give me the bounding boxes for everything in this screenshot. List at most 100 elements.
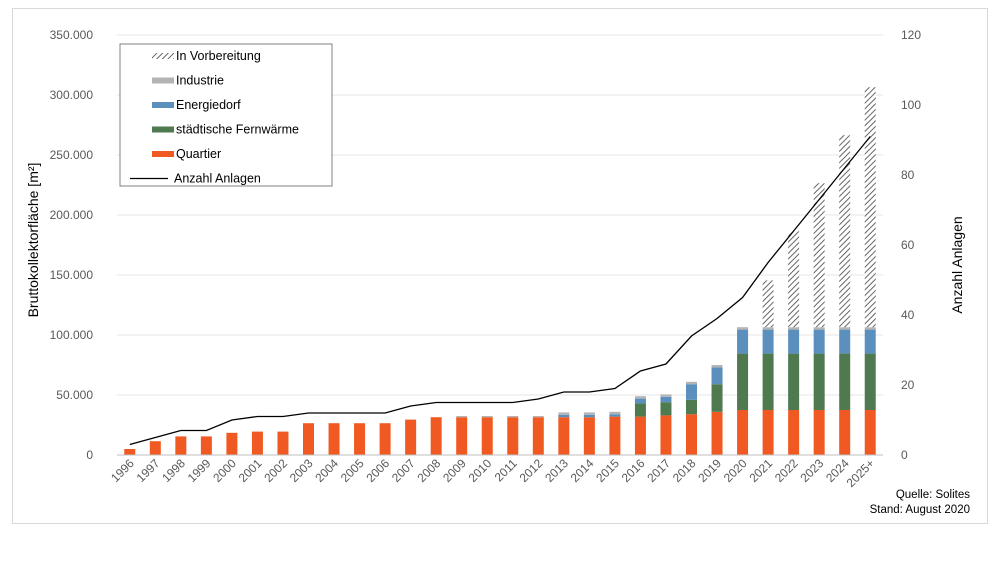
bar-industrie-2022: [788, 327, 800, 330]
x-axis-ticks: 1996199719981999200020012002200320042005…: [108, 456, 877, 490]
bar-industrie-2014: [583, 412, 595, 415]
bar-quartier-2007: [405, 419, 417, 455]
legend-swatch-quartier: [152, 151, 174, 157]
bar-industrie-2009: [456, 416, 468, 418]
y2-tick-label: 40: [901, 308, 915, 322]
bar-energiedorf-2019: [711, 367, 723, 385]
x-tick-label: 2015: [593, 456, 622, 485]
line-series: [129, 136, 871, 446]
x-tick-label: 2009: [440, 456, 469, 485]
x-tick-label: 2006: [363, 456, 392, 485]
bar-energiedorf-2018: [686, 384, 697, 400]
x-tick-label: 2003: [287, 456, 316, 485]
bar-quartier-2018: [686, 414, 697, 455]
bar-quartier-2005: [354, 423, 366, 455]
legend-swatch-industrie: [152, 77, 174, 84]
line-anzahl_anlagen: [129, 136, 871, 446]
bar-quartier-2009: [456, 417, 468, 455]
x-tick-label: 2014: [568, 456, 597, 485]
right-axis-ticks: 0 20 40 60 80 100 120: [901, 28, 921, 462]
legend-label-energiedorf: Energiedorf: [176, 98, 241, 112]
x-tick-label: 2010: [466, 456, 495, 485]
bar-quartier-2017: [660, 415, 672, 455]
bar-industrie-2015: [609, 411, 621, 415]
legend-label-quartier: Quartier: [176, 147, 221, 161]
legend-box: [119, 43, 333, 187]
y-tick-label: 50.000: [56, 388, 93, 402]
bar-industrie-2012: [532, 416, 544, 418]
x-tick-label: 2025+: [844, 456, 878, 490]
bar-quartier-2021: [762, 410, 774, 455]
bar-quartier-2020: [737, 410, 749, 455]
bar-quartier-1998: [175, 436, 187, 455]
bar-energiedorf-2024: [839, 329, 851, 354]
bar-in_vorbereitung-2021: [762, 280, 774, 328]
legend-label-in_vorbereitung: In Vorbereitung: [176, 49, 261, 63]
y-axis-label: Bruttokollektorfläche [m²]: [25, 163, 41, 318]
bar-industrie-2019: [711, 365, 723, 368]
bar-energiedorf-2015: [609, 414, 621, 417]
x-tick-label: 2007: [389, 456, 418, 485]
y-tick-label: 200.000: [50, 208, 94, 222]
bar-quartier-2013: [558, 417, 570, 455]
x-tick-label: 2004: [312, 456, 341, 485]
bar-energiedorf-2020: [737, 329, 749, 354]
y-tick-label: 100.000: [50, 328, 94, 342]
y-tick-label: 150.000: [50, 268, 94, 282]
bar-quartier-2004: [328, 423, 340, 455]
bar-energiedorf-2016: [634, 398, 646, 404]
bar-industrie-2010: [481, 416, 493, 418]
bar-staedtische_fernwaerme-2016: [634, 403, 646, 417]
bar-quartier-2008: [430, 417, 442, 455]
x-tick-label: 2001: [236, 456, 265, 485]
legend-swatch-in_vorbereitung: [152, 53, 174, 59]
x-tick-label: 2018: [670, 456, 699, 485]
legend-swatch-energiedorf: [152, 102, 174, 108]
bar-industrie-2020: [737, 327, 749, 330]
bar-energiedorf-2022: [788, 329, 800, 354]
bar-series: [124, 87, 876, 455]
y2-axis-label: Anzahl Anlagen: [949, 216, 965, 313]
bar-quartier-1999: [200, 436, 212, 455]
bar-industrie-2011: [507, 416, 519, 418]
bar-quartier-2003: [303, 423, 314, 455]
bar-quartier-2024: [839, 410, 851, 455]
y2-tick-label: 120: [901, 28, 921, 42]
x-tick-label: 1996: [108, 456, 137, 485]
x-tick-label: 2002: [261, 456, 290, 485]
left-axis-ticks: 0 50.000 100.000 150.000 200.000 250.000 300.0…: [50, 28, 94, 462]
bar-in_vorbereitung-2025+: [864, 87, 876, 328]
x-tick-label: 2023: [798, 456, 827, 485]
x-tick-label: 1998: [159, 456, 188, 485]
bar-quartier-2006: [379, 423, 391, 455]
legend: In Vorbereitung Industrie Energiedorf städt…: [119, 43, 333, 187]
bar-energiedorf-2025+: [864, 329, 876, 354]
bar-quartier-2022: [788, 410, 800, 455]
bar-industrie-2023: [813, 327, 825, 330]
bar-quartier-2002: [277, 431, 289, 455]
x-tick-label: 2011: [492, 456, 520, 484]
source-note: Quelle: Solites: [896, 489, 970, 501]
bar-energiedorf-2014: [583, 414, 595, 418]
bar-quartier-2010: [481, 417, 493, 455]
bar-quartier-1997: [149, 441, 161, 455]
bar-staedtische_fernwaerme-2017: [660, 402, 672, 416]
bar-in_vorbereitung-2023: [813, 183, 825, 328]
bar-energiedorf-2017: [660, 396, 672, 403]
bar-staedtische_fernwaerme-2020: [737, 353, 749, 410]
bar-staedtische_fernwaerme-2022: [788, 353, 800, 410]
bar-staedtische_fernwaerme-2025+: [864, 353, 876, 410]
bar-quartier-2019: [711, 411, 723, 455]
x-tick-label: 2012: [517, 456, 546, 485]
bar-staedtische_fernwaerme-2018: [686, 399, 697, 415]
bar-energiedorf-2021: [762, 329, 774, 354]
x-tick-label: 2013: [542, 456, 571, 485]
y2-tick-label: 20: [901, 378, 915, 392]
bar-staedtische_fernwaerme-2023: [813, 353, 825, 410]
legend-label-anzahl_anlagen: Anzahl Anlagen: [174, 172, 261, 186]
bar-industrie-2018: [686, 381, 697, 385]
date-note: Stand: August 2020: [870, 504, 970, 516]
bar-industrie-2024: [839, 327, 851, 330]
y2-tick-label: 100: [901, 98, 921, 112]
x-tick-label: 2000: [210, 456, 239, 485]
